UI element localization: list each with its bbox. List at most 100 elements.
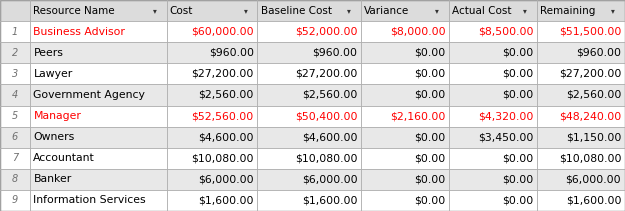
Text: Information Services: Information Services (33, 195, 146, 206)
Text: Variance: Variance (364, 5, 409, 16)
Text: $51,500.00: $51,500.00 (559, 27, 621, 37)
Text: $8,000.00: $8,000.00 (390, 27, 446, 37)
Text: $10,080.00: $10,080.00 (295, 153, 358, 163)
Bar (0, 169, 29, 190)
Bar (0, 106, 29, 127)
Text: 1: 1 (12, 27, 18, 37)
Text: $4,600.00: $4,600.00 (302, 132, 358, 142)
Text: $0.00: $0.00 (414, 132, 446, 142)
Bar (29, 190, 167, 211)
Bar (361, 0, 449, 21)
Text: Remaining: Remaining (540, 5, 596, 16)
Bar (537, 106, 625, 127)
Bar (258, 42, 361, 63)
Bar (361, 190, 449, 211)
Text: $1,600.00: $1,600.00 (302, 195, 358, 206)
Bar (167, 190, 258, 211)
Bar (167, 127, 258, 148)
Text: Business Advisor: Business Advisor (33, 27, 125, 37)
Text: $2,560.00: $2,560.00 (566, 90, 621, 100)
Text: $4,320.00: $4,320.00 (478, 111, 533, 121)
Text: $2,160.00: $2,160.00 (390, 111, 446, 121)
Text: 3: 3 (12, 69, 18, 79)
Bar (361, 127, 449, 148)
Text: Banker: Banker (33, 174, 72, 184)
Bar (361, 21, 449, 42)
Text: ▾: ▾ (244, 6, 248, 15)
Text: $0.00: $0.00 (414, 153, 446, 163)
Text: Baseline Cost: Baseline Cost (261, 5, 331, 16)
Text: ▾: ▾ (523, 6, 527, 15)
Text: $10,080.00: $10,080.00 (559, 153, 621, 163)
Bar (361, 84, 449, 106)
Bar (258, 190, 361, 211)
Text: $1,150.00: $1,150.00 (566, 132, 621, 142)
Text: Accountant: Accountant (33, 153, 95, 163)
Bar (0, 148, 29, 169)
Text: 5: 5 (12, 111, 18, 121)
Text: $8,500.00: $8,500.00 (478, 27, 533, 37)
Text: $0.00: $0.00 (414, 69, 446, 79)
Text: ▾: ▾ (153, 6, 157, 15)
Bar (258, 63, 361, 84)
Bar (167, 63, 258, 84)
Text: $960.00: $960.00 (209, 48, 254, 58)
Bar (258, 106, 361, 127)
Text: $6,000.00: $6,000.00 (198, 174, 254, 184)
Text: 7: 7 (12, 153, 18, 163)
Bar (361, 106, 449, 127)
Text: Cost: Cost (170, 5, 193, 16)
Text: $0.00: $0.00 (502, 90, 533, 100)
Bar (29, 169, 167, 190)
Bar (449, 148, 537, 169)
Text: 2: 2 (12, 48, 18, 58)
Bar (537, 127, 625, 148)
Bar (167, 0, 258, 21)
Bar (167, 42, 258, 63)
Bar (29, 21, 167, 42)
Text: Peers: Peers (33, 48, 63, 58)
Bar (29, 127, 167, 148)
Text: $52,560.00: $52,560.00 (191, 111, 254, 121)
Text: $10,080.00: $10,080.00 (191, 153, 254, 163)
Text: $60,000.00: $60,000.00 (191, 27, 254, 37)
Text: $0.00: $0.00 (502, 69, 533, 79)
Bar (258, 169, 361, 190)
Bar (0, 21, 29, 42)
Bar (449, 190, 537, 211)
Text: $0.00: $0.00 (414, 90, 446, 100)
Text: 9: 9 (12, 195, 18, 206)
Bar (258, 0, 361, 21)
Text: $4,600.00: $4,600.00 (198, 132, 254, 142)
Bar (0, 84, 29, 106)
Text: 6: 6 (12, 132, 18, 142)
Bar (29, 0, 167, 21)
Text: $2,560.00: $2,560.00 (302, 90, 358, 100)
Bar (449, 63, 537, 84)
Bar (361, 148, 449, 169)
Text: $0.00: $0.00 (502, 48, 533, 58)
Bar (29, 148, 167, 169)
Bar (537, 190, 625, 211)
Bar (537, 42, 625, 63)
Bar (537, 148, 625, 169)
Bar (537, 63, 625, 84)
Bar (449, 127, 537, 148)
Bar (537, 21, 625, 42)
Bar (167, 169, 258, 190)
Text: $6,000.00: $6,000.00 (302, 174, 358, 184)
Text: $3,450.00: $3,450.00 (478, 132, 533, 142)
Bar (258, 127, 361, 148)
Bar (258, 148, 361, 169)
Text: $0.00: $0.00 (414, 48, 446, 58)
Text: $0.00: $0.00 (502, 195, 533, 206)
Text: Actual Cost: Actual Cost (452, 5, 512, 16)
Bar (29, 42, 167, 63)
Text: $960.00: $960.00 (312, 48, 358, 58)
Text: $48,240.00: $48,240.00 (559, 111, 621, 121)
Bar (0, 127, 29, 148)
Bar (167, 106, 258, 127)
Bar (449, 21, 537, 42)
Bar (29, 84, 167, 106)
Text: $27,200.00: $27,200.00 (559, 69, 621, 79)
